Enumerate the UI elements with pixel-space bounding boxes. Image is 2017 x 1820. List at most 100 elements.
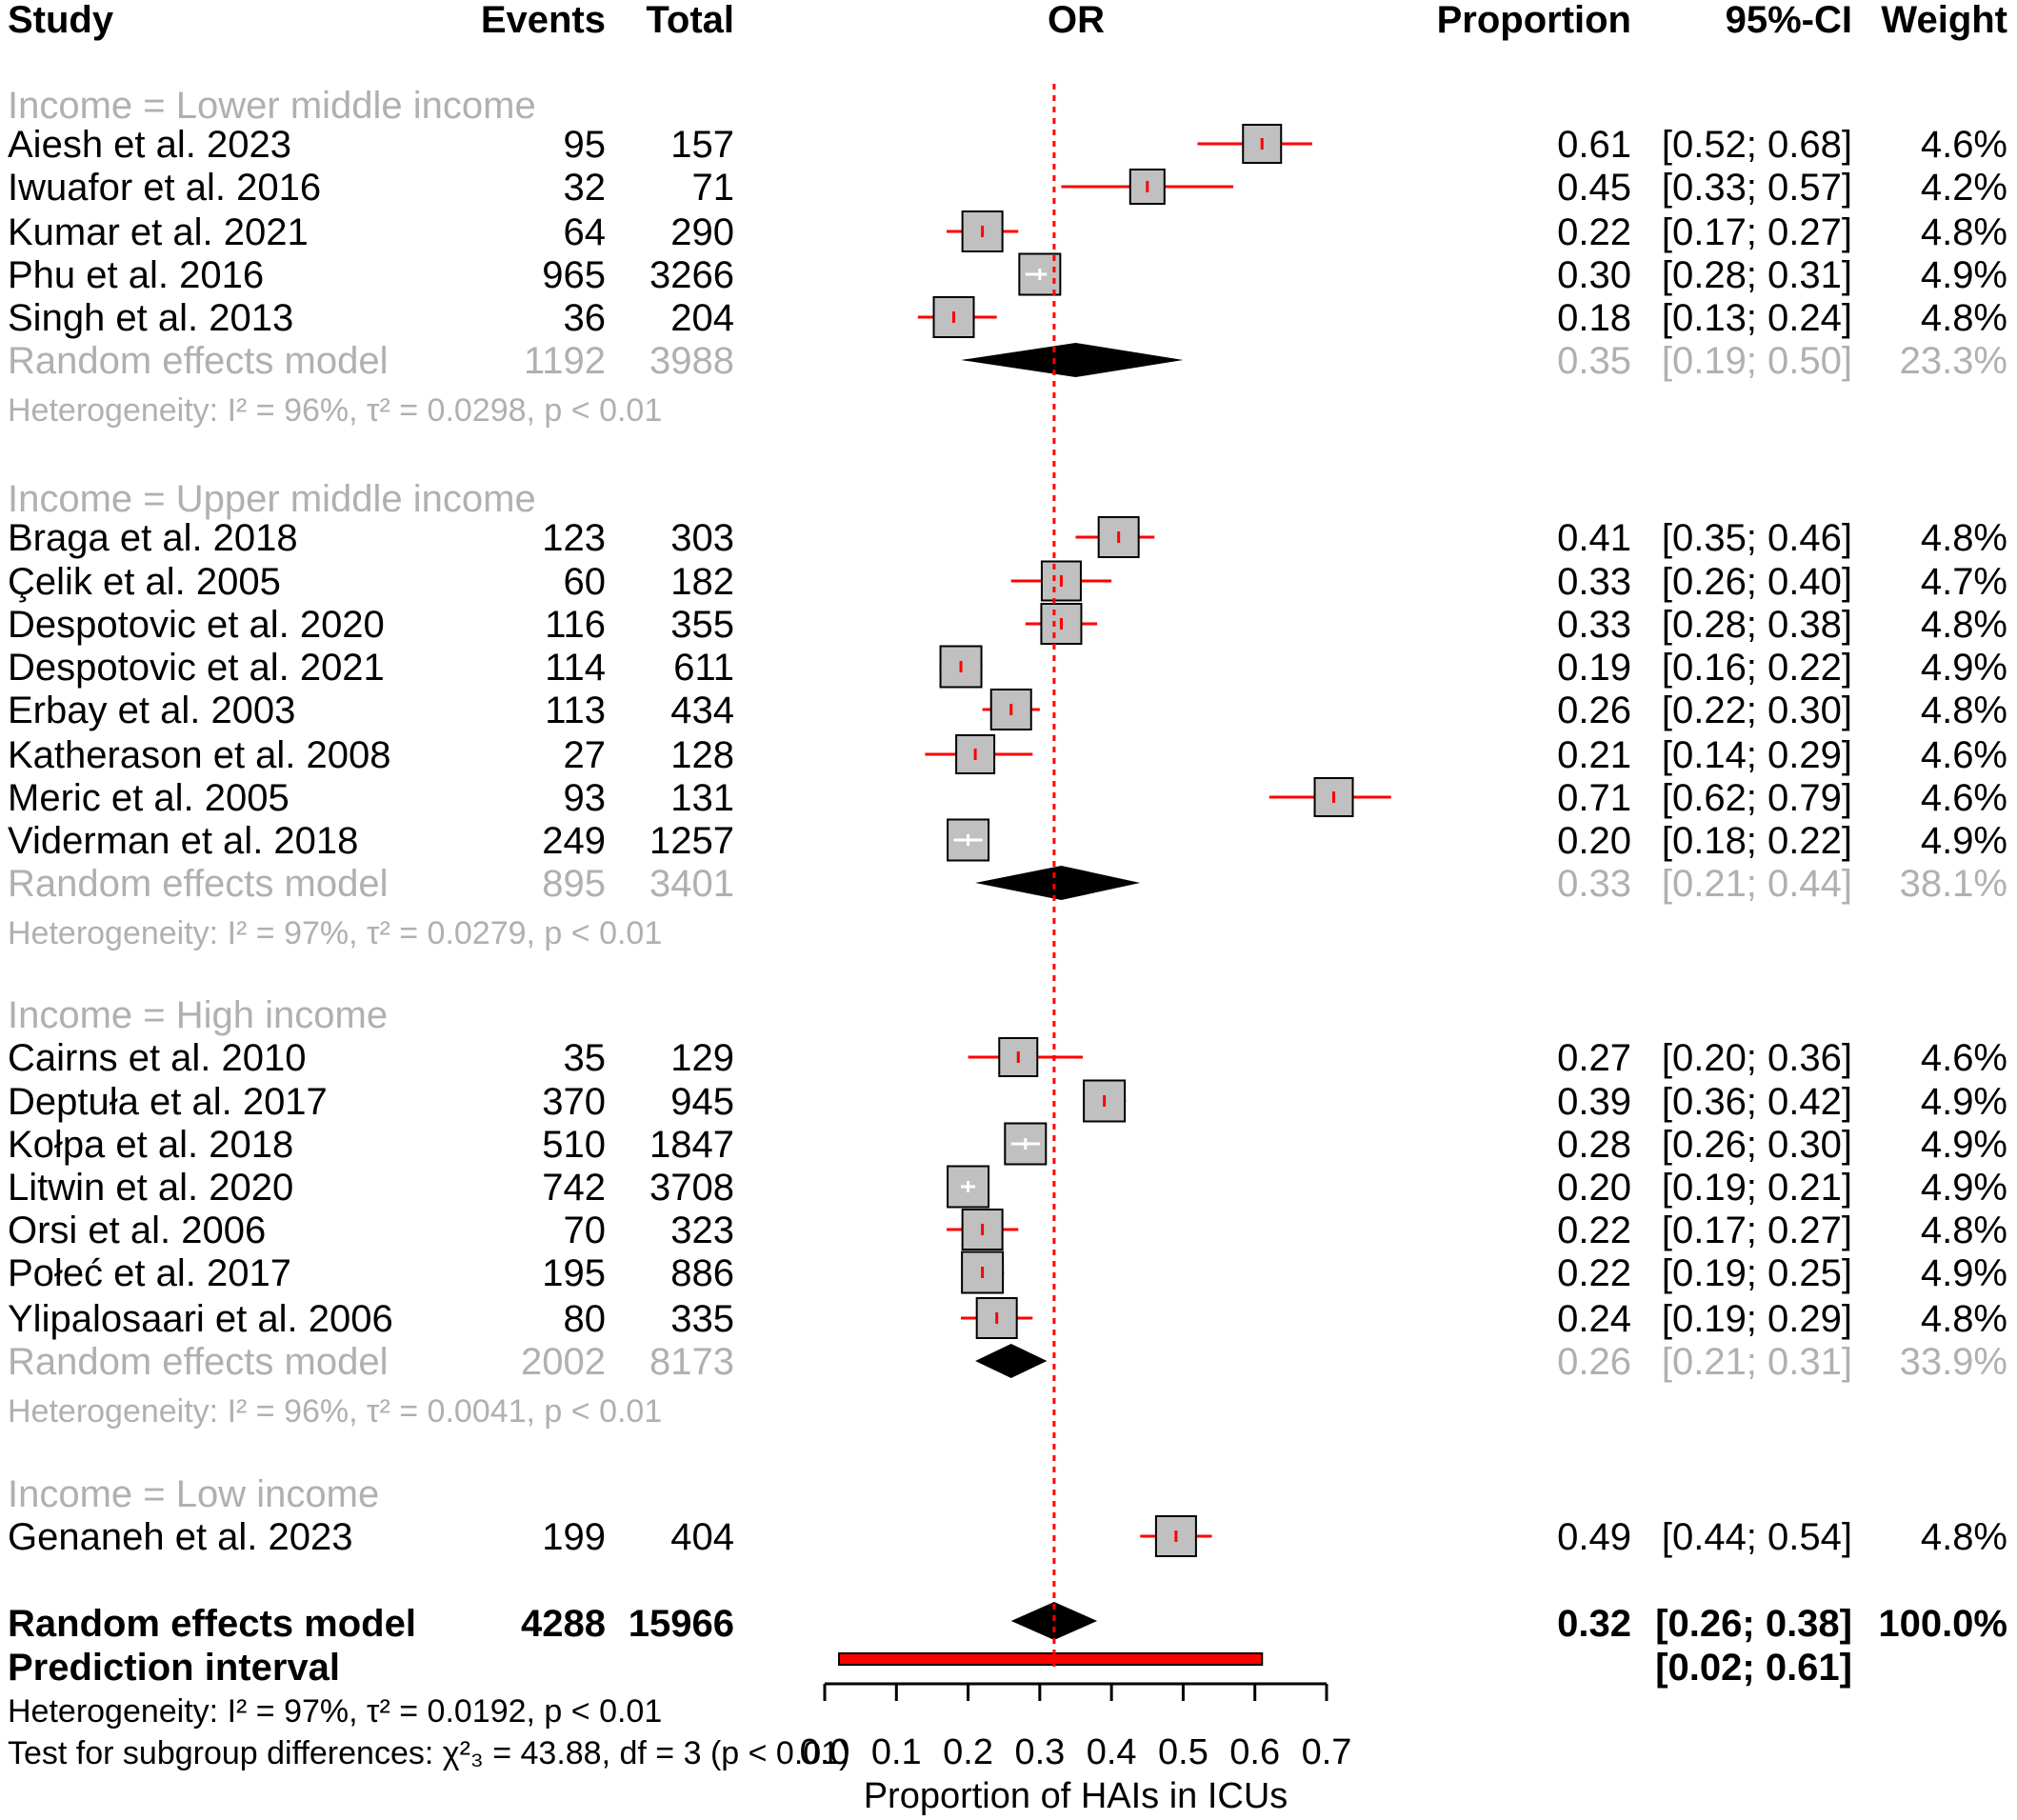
study-weight: 4.8% [1921,1516,2007,1558]
study-box [1097,516,1140,558]
study-events: 95 [564,124,607,166]
study-ci: [0.16; 0.22] [1662,647,1852,689]
study-weight: 4.8% [1921,517,2007,559]
study-ci: [0.19; 0.29] [1662,1298,1852,1340]
study-total: 157 [670,124,734,166]
x-tick-label: 0.5 [1158,1732,1208,1772]
study-proportion: 0.22 [1557,1252,1631,1294]
x-tick-label: 0.4 [1087,1732,1137,1772]
study-name: Połeć et al. 2017 [8,1252,291,1294]
overall-events: 4288 [521,1603,606,1645]
subgroup-label: Income = Lower middle income [8,85,536,127]
x-tick-label: 0.0 [800,1732,850,1772]
study-total: 204 [670,297,734,339]
study-name: Litwin et al. 2020 [8,1167,293,1209]
study-total: 3708 [649,1167,734,1209]
study-weight: 4.8% [1921,297,2007,339]
study-events: 123 [542,517,606,559]
study-events: 93 [564,777,607,819]
study-ci: [0.19; 0.21] [1662,1167,1852,1209]
study-total: 945 [670,1081,734,1123]
study-weight: 4.7% [1921,561,2007,603]
study-total: 404 [670,1516,734,1558]
study-ci: [0.28; 0.31] [1662,254,1852,296]
study-ci: [0.33; 0.57] [1662,167,1852,209]
study-weight: 4.6% [1921,124,2007,166]
study-weight: 4.6% [1921,1037,2007,1079]
header-events: Events [481,0,606,41]
study-name: Kumar et al. 2021 [8,211,309,253]
subgroup-model-proportion: 0.35 [1557,340,1631,382]
study-total: 128 [670,734,734,776]
study-proportion: 0.20 [1557,1167,1631,1209]
study-events: 249 [542,820,606,862]
study-events: 199 [542,1516,606,1558]
x-tick-label: 0.1 [871,1732,922,1772]
subgroup-model-total: 8173 [649,1341,734,1383]
study-proportion: 0.41 [1557,517,1631,559]
x-tick-label: 0.6 [1229,1732,1280,1772]
study-events: 195 [542,1252,606,1294]
study-ci: [0.17; 0.27] [1662,211,1852,253]
prediction-ci: [0.02; 0.61] [1655,1647,1852,1689]
study-ci: [0.14; 0.29] [1662,734,1852,776]
study-name: Genaneh et al. 2023 [8,1516,353,1558]
study-name: Ylipalosaari et al. 2006 [8,1298,393,1340]
study-name: Despotovic et al. 2020 [8,604,385,646]
study-name: Singh et al. 2013 [8,297,293,339]
study-box [961,1250,1005,1294]
study-total: 303 [670,517,734,559]
subgroup-model-proportion: 0.33 [1557,863,1631,905]
study-weight: 4.2% [1921,167,2007,209]
study-proportion: 0.19 [1557,647,1631,689]
study-box [1040,560,1082,602]
subgroup-model-ci: [0.21; 0.44] [1662,863,1852,905]
study-name: Kołpa et al. 2018 [8,1124,293,1166]
subgroup-diamond [961,343,1184,377]
header-plot: OR [1048,0,1105,41]
study-weight: 4.9% [1921,254,2007,296]
study-ci: [0.52; 0.68] [1662,124,1852,166]
study-proportion: 0.49 [1557,1516,1631,1558]
subgroup-model-label: Random effects model [8,340,388,382]
study-name: Meric et al. 2005 [8,777,290,819]
study-weight: 4.9% [1921,1124,2007,1166]
study-ci: [0.62; 0.79] [1662,777,1852,819]
x-axis: 0.0 0.1 0.2 0.3 0.4 0.5 0.6 0.7 Proportion of HA… [800,1682,1351,1816]
study-ci: [0.13; 0.24] [1662,297,1852,339]
prediction-bar [838,1652,1264,1666]
study-events: 370 [542,1081,606,1123]
study-events: 60 [564,561,607,603]
header-total: Total [646,0,734,41]
study-proportion: 0.28 [1557,1124,1631,1166]
subgroup-label: Income = High income [8,994,388,1036]
study-events: 80 [564,1298,607,1340]
study-proportion: 0.45 [1557,167,1631,209]
study-events: 35 [564,1037,607,1079]
study-total: 131 [670,777,734,819]
study-ci: [0.20; 0.36] [1662,1037,1852,1079]
study-total: 355 [670,604,734,646]
subgroup-label: Income = Upper middle income [8,478,536,520]
subgroup-model-weight: 33.9% [1900,1341,2007,1383]
subgroup-heterogeneity: Heterogeneity: I² = 96%, τ² = 0.0298, p … [8,392,662,429]
study-name: Aiesh et al. 2023 [8,124,291,166]
study-events: 116 [545,604,606,646]
study-total: 182 [670,561,734,603]
study-ci: [0.19; 0.25] [1662,1252,1852,1294]
study-events: 114 [545,647,606,689]
study-proportion: 0.27 [1557,1037,1631,1079]
subgroup-model-total: 3401 [649,863,734,905]
study-total: 886 [670,1252,734,1294]
study-events: 36 [564,297,607,339]
study-total: 611 [673,647,734,689]
study-total: 1847 [649,1124,734,1166]
study-events: 510 [542,1124,606,1166]
study-name: Cairns et al. 2010 [8,1037,307,1079]
study-proportion: 0.26 [1557,690,1631,731]
study-events: 742 [542,1167,606,1209]
study-weight: 4.8% [1921,211,2007,253]
study-name: Iwuafor et al. 2016 [8,167,321,209]
study-proportion: 0.18 [1557,297,1631,339]
